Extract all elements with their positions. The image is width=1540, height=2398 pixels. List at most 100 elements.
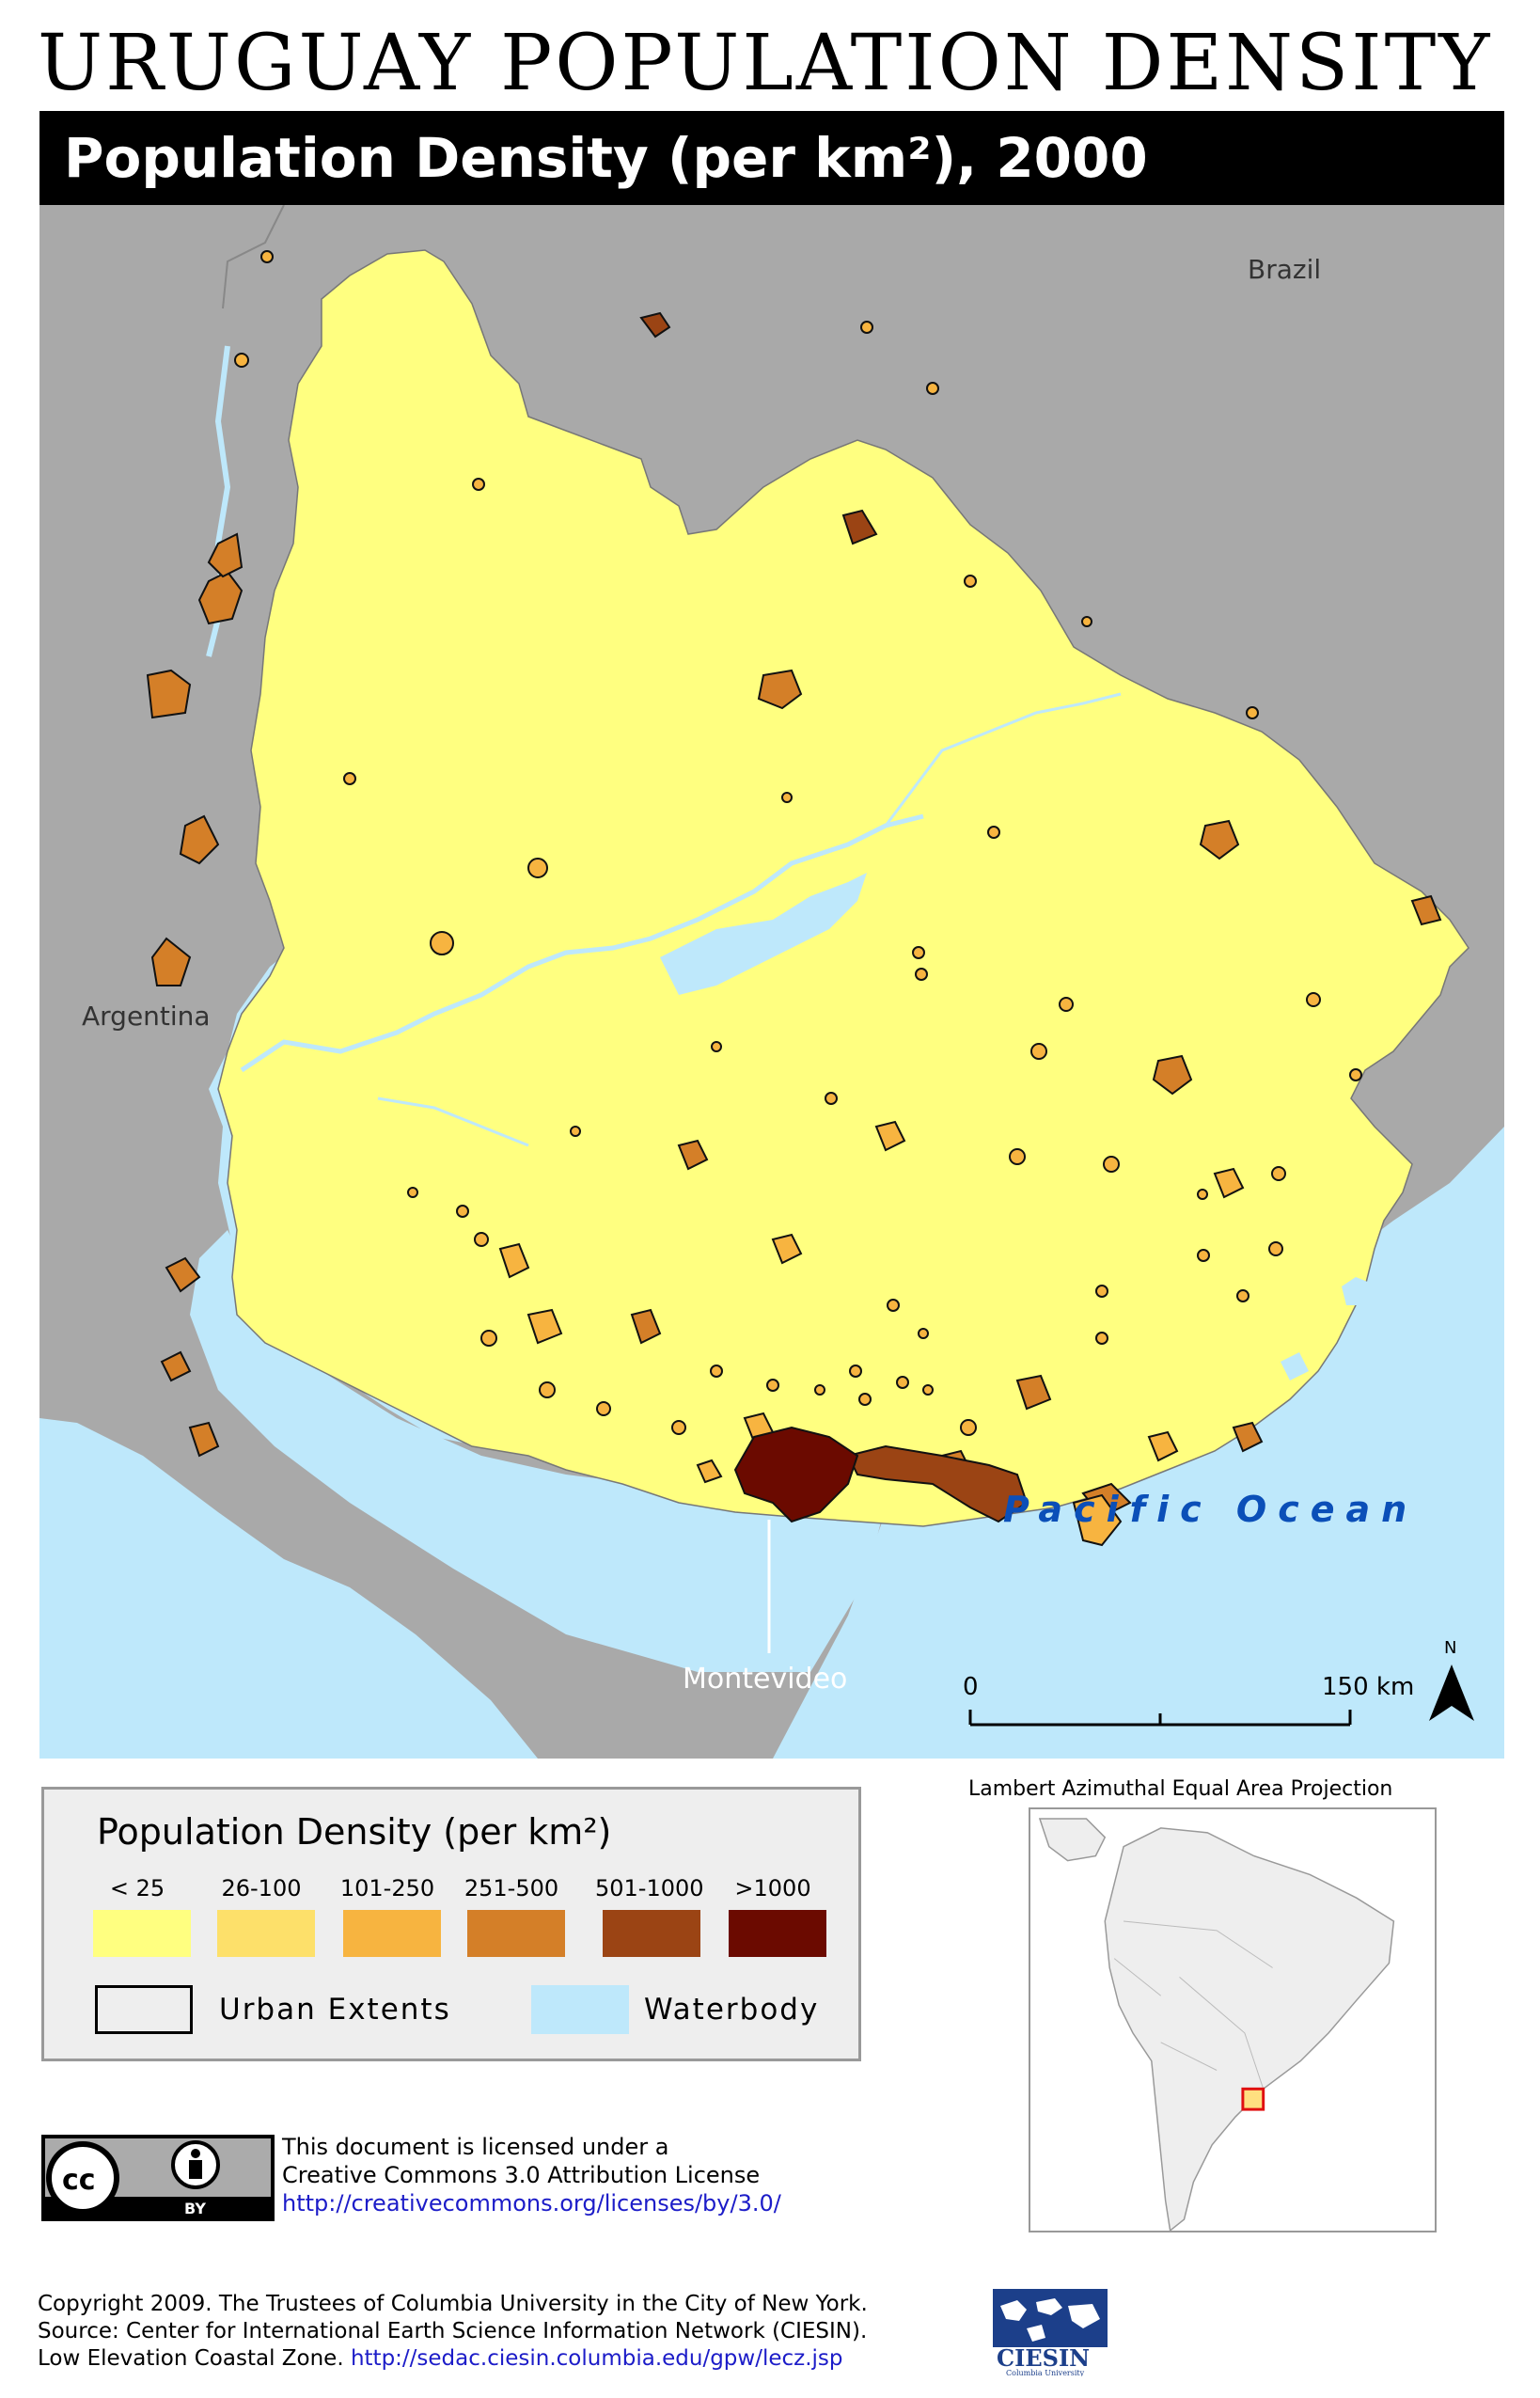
town (1271, 1166, 1286, 1181)
legend-class-label: 101-250 (339, 1875, 435, 1901)
town (1197, 1249, 1210, 1262)
urban-area-montevideo (733, 1426, 859, 1523)
urban-area (526, 1308, 563, 1345)
town (1349, 1068, 1362, 1081)
river-north (884, 692, 1122, 827)
urban-area (677, 1139, 709, 1171)
copyright-line: Copyright 2009. The Trustees of Columbia… (38, 2292, 868, 2316)
town (407, 1187, 418, 1198)
town (456, 1205, 469, 1218)
uruguay-map[interactable]: Brazil Argentina Pacific Ocean Montevide… (39, 205, 1504, 1759)
town (1009, 1148, 1026, 1165)
inset-borders (1113, 1920, 1273, 2090)
brazil-label: Brazil (1248, 254, 1321, 285)
town (474, 1232, 489, 1247)
urban-area (150, 937, 192, 986)
urban-area (841, 509, 878, 545)
town (926, 382, 939, 395)
license-link[interactable]: http://creativecommons.org/licenses/by/3… (282, 2190, 781, 2217)
town (960, 1419, 977, 1436)
dataset-text: Low Elevation Coastal Zone. (38, 2346, 344, 2371)
town (858, 1393, 872, 1406)
north-arrow-icon (1429, 1664, 1474, 1721)
urban-area (1410, 894, 1442, 926)
legend-swatch (467, 1910, 565, 1957)
town (570, 1126, 581, 1137)
town (1103, 1156, 1120, 1173)
town (918, 1328, 929, 1339)
legend-class-label: 501-1000 (595, 1875, 704, 1901)
rio-negro (240, 813, 924, 1073)
town (849, 1365, 862, 1378)
town (766, 1379, 779, 1392)
town (711, 1041, 722, 1052)
svg-text:cc: cc (62, 2164, 96, 2197)
urban-area (771, 1233, 803, 1265)
town (1095, 1332, 1108, 1345)
town (343, 772, 356, 785)
ocean-west-coast (39, 1418, 538, 1759)
urban-area (1213, 1167, 1245, 1199)
legend-title: Population Density (per km²) (97, 1811, 612, 1853)
rincon-del-bonete-reservoir (660, 873, 867, 995)
legend-swatch (93, 1910, 191, 1957)
town (814, 1384, 825, 1396)
town (260, 250, 274, 263)
dataset-link[interactable]: http://sedac.ciesin.columbia.edu/gpw/lec… (350, 2346, 843, 2371)
town (1095, 1285, 1108, 1298)
legend-class-label: < 25 (109, 1875, 165, 1901)
legend-class-label: 26-100 (221, 1875, 302, 1901)
town (860, 321, 873, 334)
town (915, 968, 928, 981)
ciesin-subtext: Columbia University (1006, 2369, 1085, 2376)
urban-area (1072, 1493, 1123, 1547)
ciesin-text: CIESIN (997, 2344, 1090, 2372)
locator-inset-map (1029, 1807, 1437, 2232)
urban-area (165, 1256, 201, 1293)
legend: Population Density (per km²) < 25 26-100… (41, 1787, 861, 2061)
legend-class-label: 251-500 (464, 1875, 559, 1901)
north-label: N (1444, 1638, 1456, 1658)
urban-area (188, 1421, 220, 1458)
legend-swatch (343, 1910, 441, 1957)
central-america-shape (1038, 1818, 1107, 1862)
urban-area (179, 814, 220, 865)
town (1081, 616, 1092, 627)
urban-area (146, 669, 192, 719)
urban-area (639, 311, 671, 339)
ciesin-logo: CIESIN Columbia University (993, 2289, 1108, 2376)
license-line-2: Creative Commons 3.0 Attribution License (282, 2162, 761, 2188)
river-east (377, 1096, 529, 1147)
uruguay-locator-box (1241, 2087, 1265, 2111)
town (596, 1401, 611, 1416)
town (1246, 706, 1259, 719)
montevideo-label: Montevideo (683, 1663, 847, 1696)
urban-area (160, 1350, 192, 1382)
urban-area (630, 1308, 662, 1345)
urban-area-montevideo-east (846, 1444, 1029, 1523)
legend-swatch (217, 1910, 315, 1957)
urban-extents-label: Urban Extents (219, 1993, 451, 2027)
town (922, 1384, 934, 1396)
urban-area (1199, 819, 1240, 860)
title-bar (39, 111, 1504, 205)
town (781, 792, 793, 803)
town (825, 1092, 838, 1105)
town (430, 931, 454, 955)
town (896, 1376, 909, 1389)
urban-extents (146, 311, 1442, 1547)
town (1236, 1289, 1249, 1302)
waterbody-label: Waterbody (644, 1993, 820, 2027)
license-line-1: This document is licensed under a (282, 2134, 669, 2160)
south-america-shape (1104, 1827, 1395, 2231)
town (912, 946, 925, 959)
waterbody-swatch (531, 1985, 629, 2034)
town (234, 353, 249, 368)
town (480, 1330, 497, 1347)
small-towns (234, 250, 1362, 1436)
town (887, 1299, 900, 1312)
map-subtitle: Population Density (per km²), 2000 (64, 126, 1148, 190)
legend-class-label: >1000 (734, 1875, 811, 1901)
town (710, 1365, 723, 1378)
legend-swatch (603, 1910, 700, 1957)
